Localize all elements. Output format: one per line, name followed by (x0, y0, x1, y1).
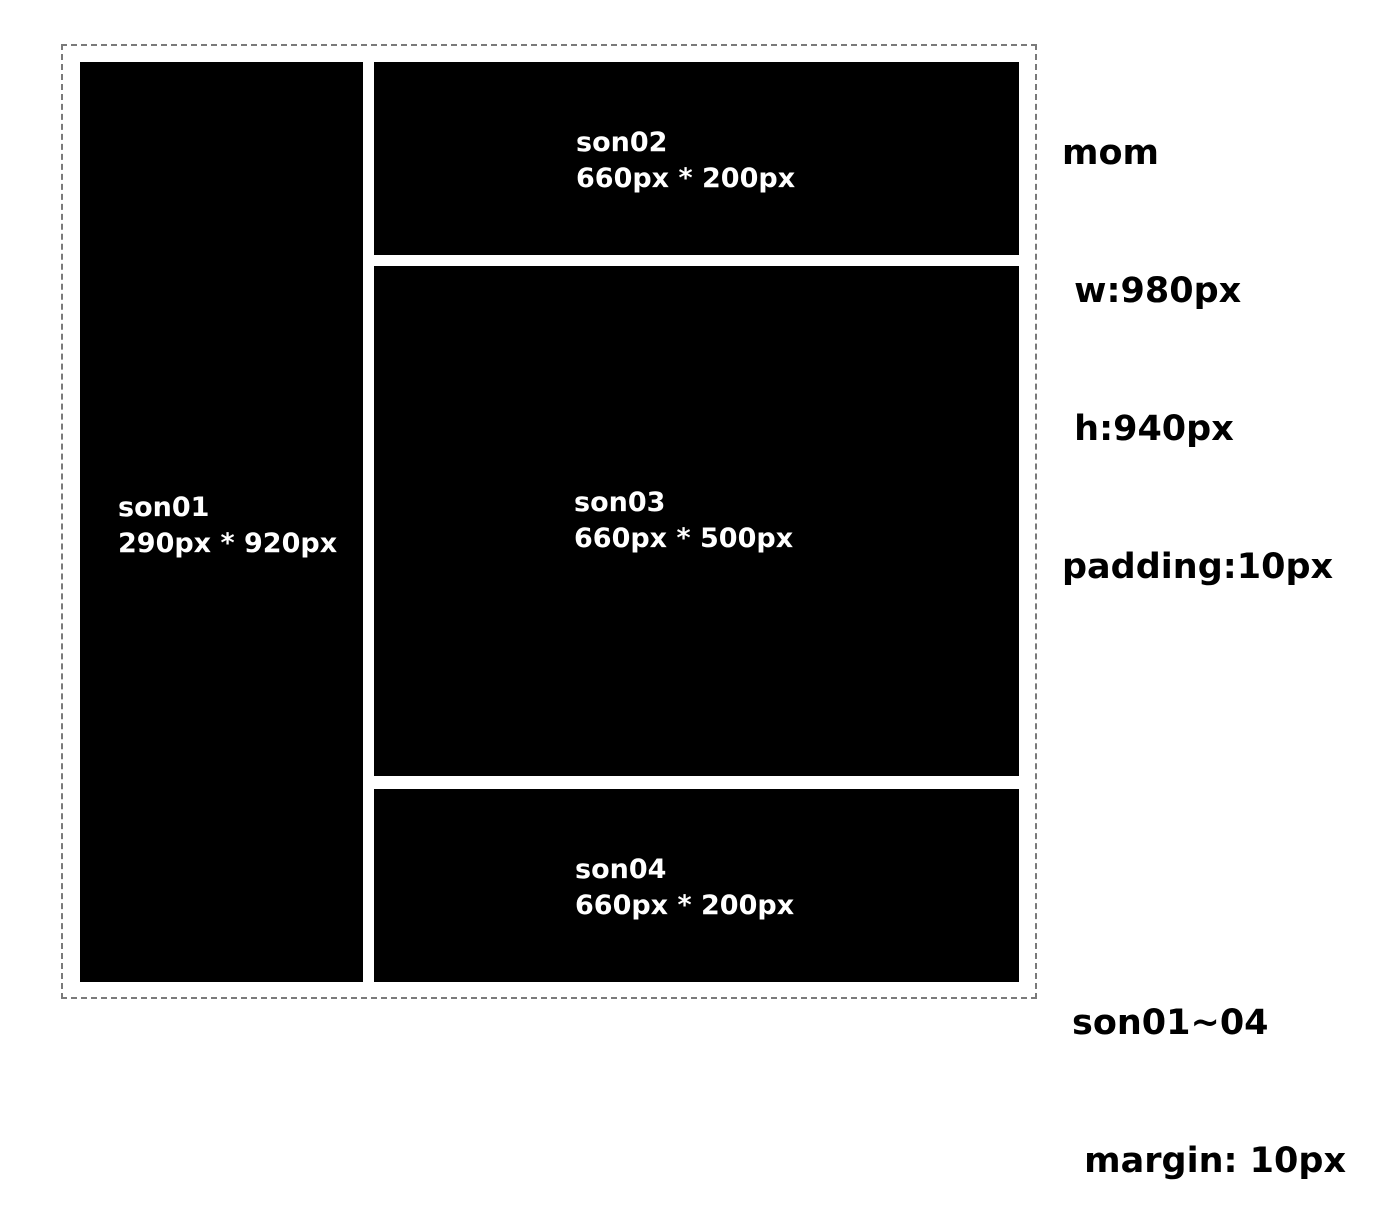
margin-note-title: son01~04 (1072, 1003, 1269, 1043)
son01-size: 290px * 920px (118, 528, 338, 559)
son03-size: 660px * 500px (574, 523, 794, 554)
son02-size: 660px * 200px (576, 163, 796, 194)
margin-spec-note: son01~04 margin: 10px (1072, 908, 1346, 1230)
son02-label: son02 660px * 200px (576, 125, 795, 197)
son04-size: 660px * 200px (575, 890, 795, 921)
mom-container (61, 44, 1037, 999)
mom-spec-note: mom w:980px h:940px padding:10px (1062, 38, 1333, 636)
son01-box: son01 290px * 920px (80, 62, 363, 982)
son03-name: son03 (574, 487, 666, 518)
mom-height: h:940px (1062, 409, 1234, 449)
son01-name: son01 (118, 492, 210, 523)
son01-label: son01 290px * 920px (118, 490, 337, 562)
son04-name: son04 (575, 854, 667, 885)
son04-box: son04 660px * 200px (374, 789, 1019, 982)
son04-label: son04 660px * 200px (575, 852, 794, 924)
mom-width: w:980px (1062, 271, 1242, 311)
son02-box: son02 660px * 200px (374, 62, 1019, 255)
margin-note-value: margin: 10px (1072, 1141, 1347, 1181)
son02-name: son02 (576, 127, 668, 158)
son03-box: son03 660px * 500px (374, 266, 1019, 776)
son03-label: son03 660px * 500px (574, 485, 793, 557)
mom-title: mom (1062, 133, 1159, 173)
mom-padding: padding:10px (1062, 547, 1334, 587)
